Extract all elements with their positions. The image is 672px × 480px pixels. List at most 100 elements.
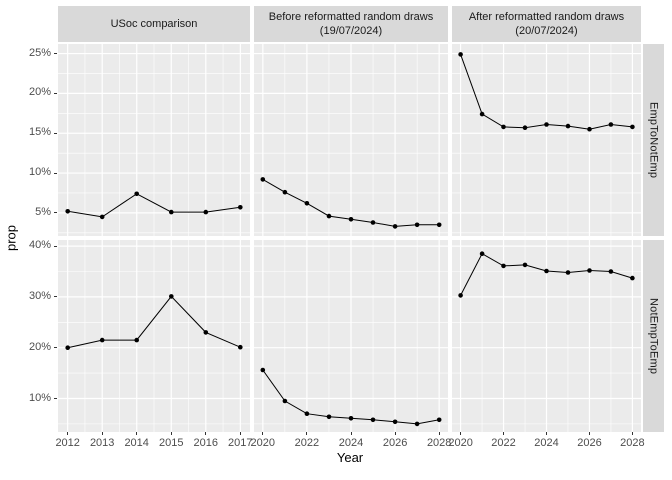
y-tick-mark [54,53,57,55]
x-tick-label: 2026 [382,437,408,449]
facet-strip-before-reformatted: Before reformatted random draws (19/07/2… [254,6,448,42]
data-point [203,330,209,335]
x-tick-mark [631,432,633,435]
facet-strip-emptonotemp-label: EmpToNotEmp [647,101,660,179]
facet-strip-emptonotemp: EmpToNotEmp [643,44,664,236]
panel-emptonotemp-col0 [58,44,250,236]
data-point [134,191,139,197]
data-point [169,294,174,299]
data-point [544,122,549,127]
data-point [479,251,485,256]
y-tick-label: 40% [28,239,51,252]
data-point [479,111,485,117]
data-point [134,337,139,343]
data-point [458,52,463,57]
x-tick-label: 2024 [338,437,364,449]
panel-notemptoemp-col2 [452,240,641,432]
x-tick-label: 2020 [448,437,473,449]
data-point [326,414,332,420]
facet-strip-notemptoemp-label: NotEmpToEmp [647,297,660,375]
y-tick-label: 30% [28,289,51,302]
y-tick-mark [54,296,57,298]
data-point [326,213,332,219]
data-point [436,417,442,423]
data-point [522,262,528,268]
y-tick-label: 10% [28,391,51,404]
x-tick-label: 2012 [55,437,80,449]
x-tick-mark [67,432,69,435]
facet-strip-usoc-comparison: USoc comparison [58,6,250,42]
data-point [65,209,70,214]
data-line [67,295,241,349]
data-point [370,417,376,423]
x-tick-mark [306,432,308,435]
panel-emptonotemp-col2 [452,44,641,236]
data-point [238,344,243,350]
x-tick-mark [239,432,241,435]
data-point [169,209,174,215]
data-point [99,337,105,343]
x-tick-mark [438,432,440,435]
data-point [260,367,266,373]
x-tick-mark [589,432,590,435]
data-point [99,214,105,220]
data-point [608,269,614,274]
x-tick-label: 2026 [577,437,602,449]
x-tick-label: 2013 [89,437,115,449]
y-tick-label: 20% [28,86,51,99]
data-point [203,209,209,215]
data-point [630,275,635,281]
x-tick-mark [170,432,172,435]
data-point [392,224,398,229]
data-line [67,193,241,218]
facet-strip-notemptoemp: NotEmpToEmp [643,240,664,432]
x-tick-label: 2024 [534,437,559,449]
data-point [370,220,376,225]
data-point [565,270,571,275]
data-point [238,205,243,210]
y-tick-label: 5% [35,205,51,218]
panel-emptonotemp-col1 [254,44,448,236]
y-tick-mark [54,172,57,174]
data-point [544,268,549,274]
data-point [436,222,442,228]
data-point [501,124,506,130]
x-tick-mark [503,432,504,435]
x-tick-label: 2020 [250,437,276,449]
data-point [522,125,528,130]
data-point [304,411,310,416]
y-tick-mark [54,347,57,349]
y-tick-mark [54,212,57,214]
data-point [587,268,592,273]
x-tick-mark [460,432,462,435]
data-point [414,421,420,427]
x-tick-label: 2016 [193,437,219,449]
x-tick-mark [205,432,207,435]
x-tick-mark [101,432,103,435]
x-tick-mark [546,432,547,435]
x-axis-title: Year [336,450,364,465]
data-point [458,293,463,298]
data-point [304,201,310,206]
x-tick-mark [136,432,138,435]
data-point [630,124,635,130]
data-point [260,177,266,182]
y-tick-mark [54,245,57,247]
data-point [587,126,592,132]
panel-notemptoemp-col0 [58,240,250,432]
x-tick-label: 2028 [426,437,452,449]
x-tick-label: 2017 [228,437,253,449]
x-tick-label: 2014 [124,437,149,449]
data-point [565,123,571,129]
y-tick-mark [54,92,57,94]
data-point [282,398,288,404]
x-tick-label: 2028 [620,437,645,449]
x-tick-mark [350,432,352,435]
data-point [282,189,288,195]
y-tick-label: 20% [28,340,51,353]
data-point [608,122,614,127]
data-point [414,222,420,228]
x-tick-label: 2015 [159,437,184,449]
panel-notemptoemp-col1 [254,240,448,432]
